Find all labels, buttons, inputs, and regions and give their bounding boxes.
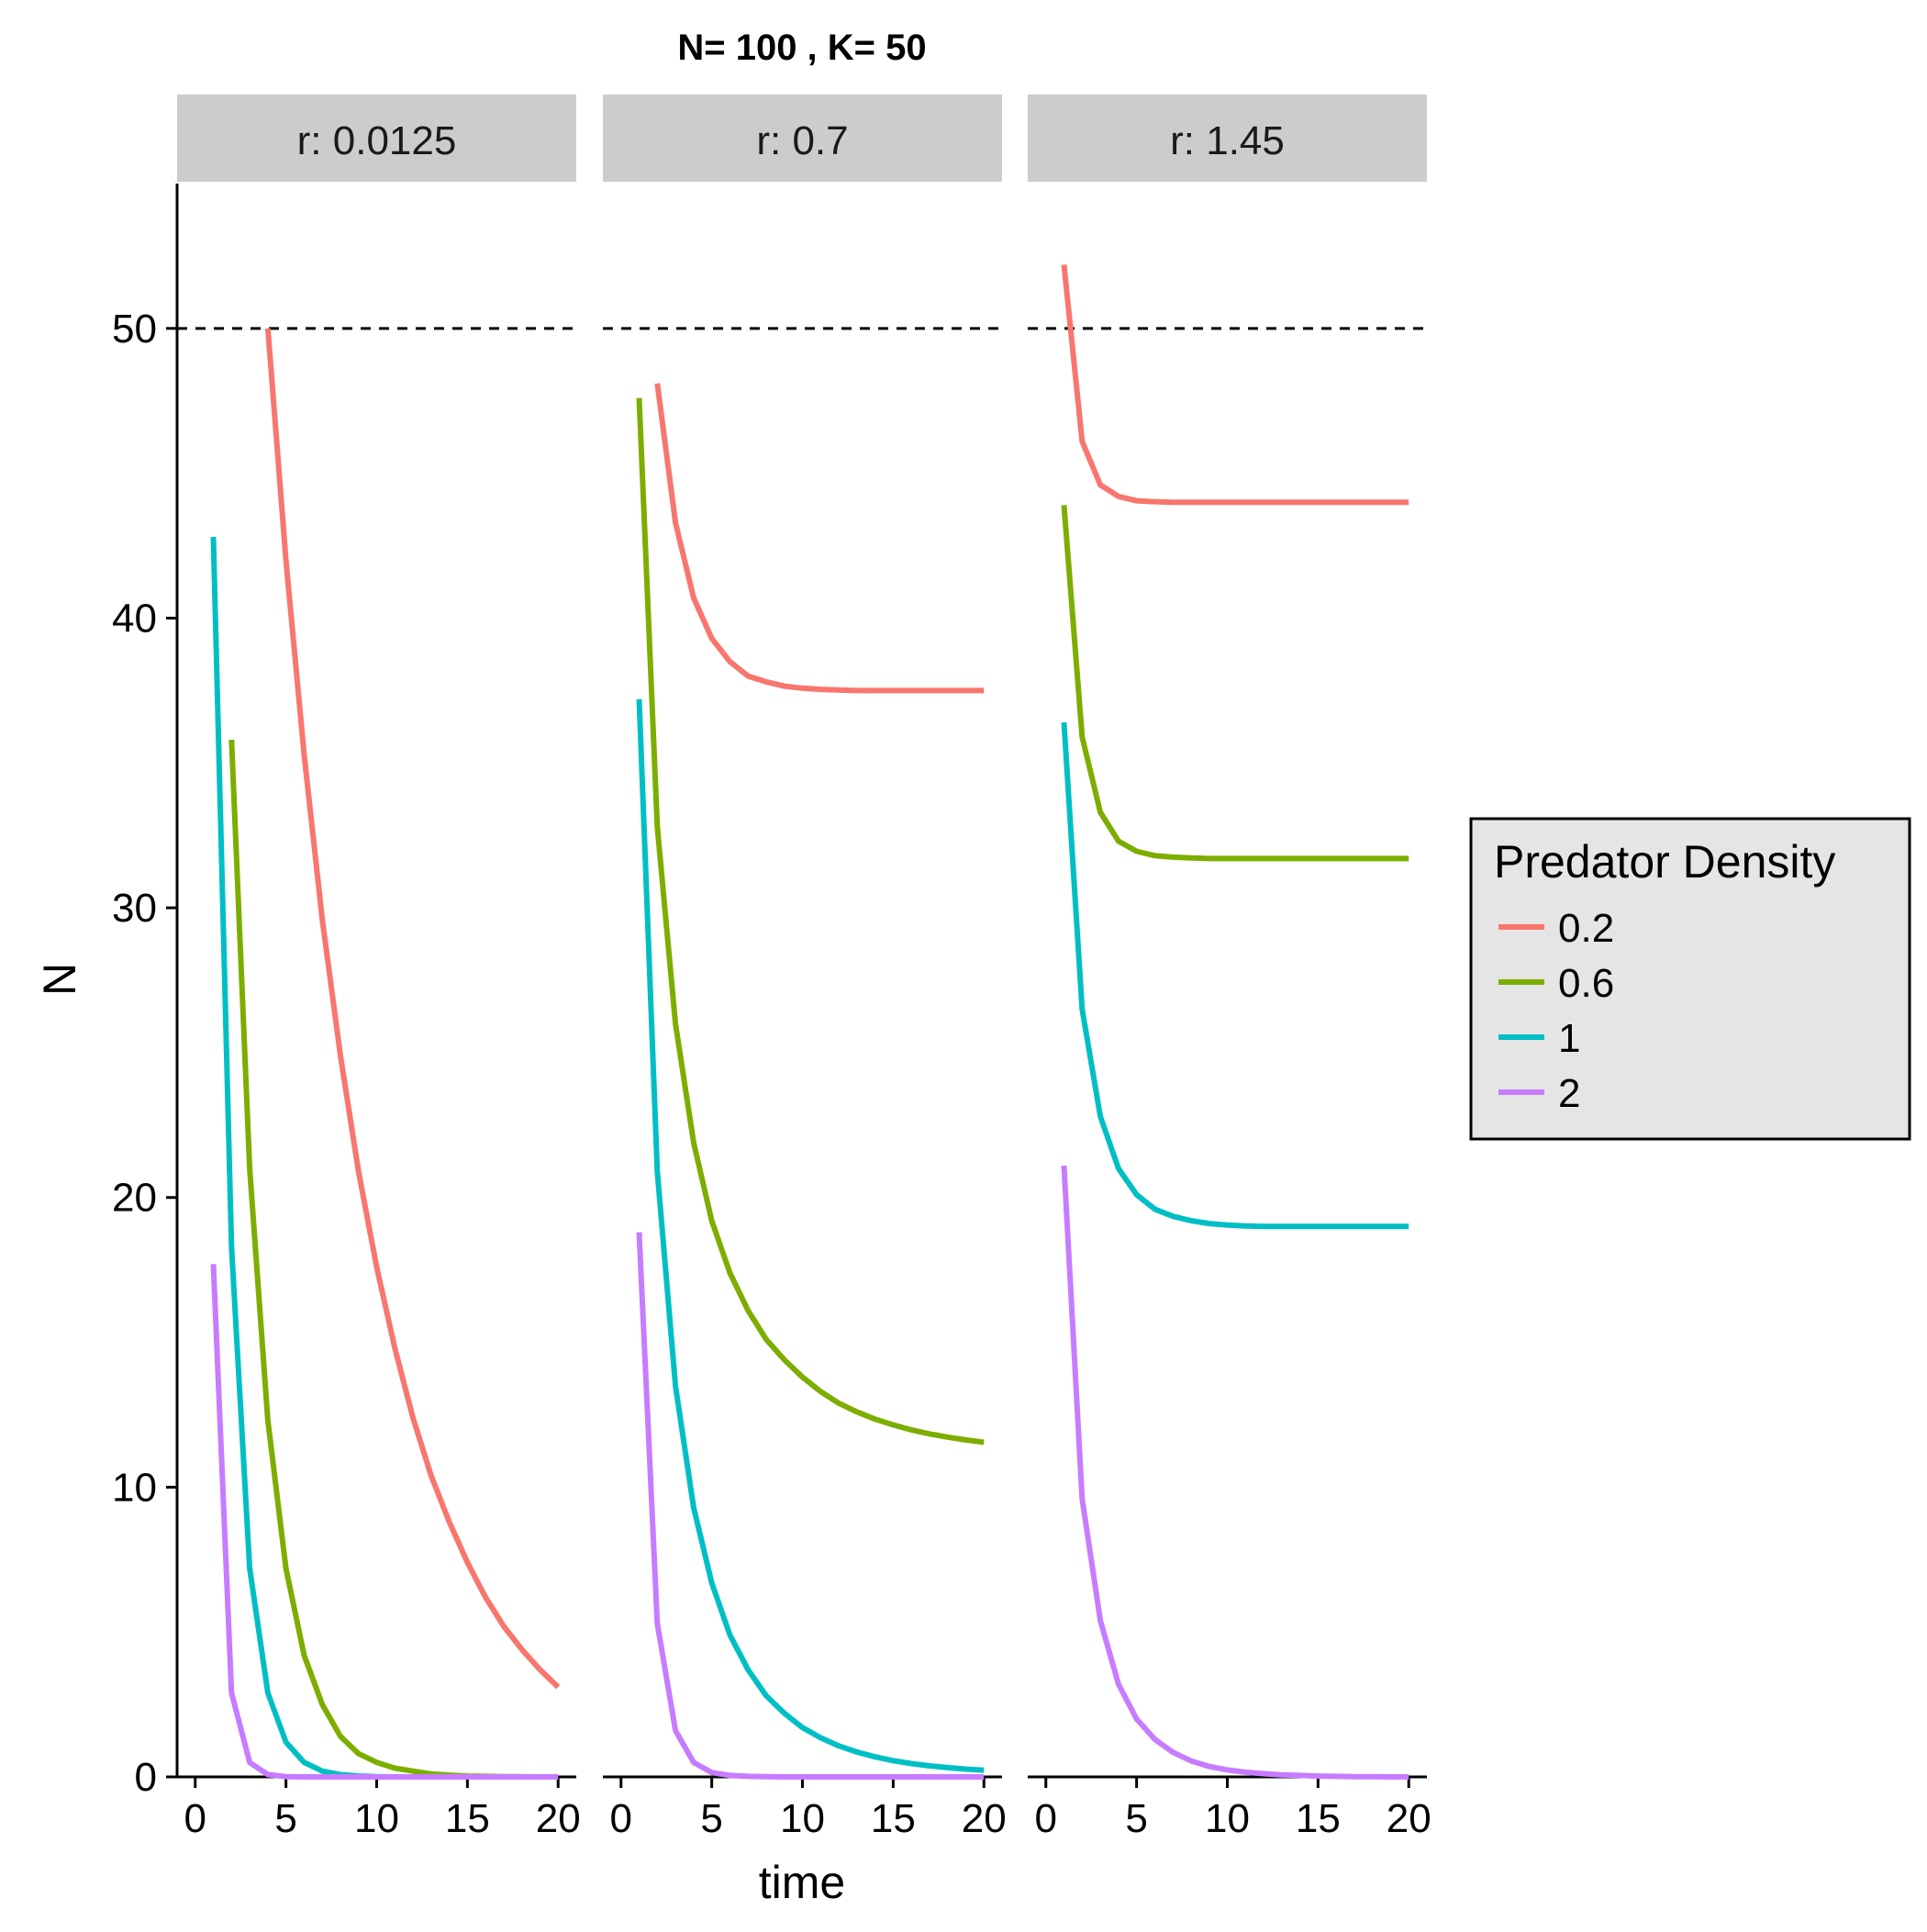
chart-title: N= 100 , K= 50 — [677, 28, 926, 68]
legend-box — [1469, 817, 1911, 1141]
y-tick-label: 40 — [112, 596, 157, 641]
y-tick-label: 30 — [112, 886, 157, 931]
facet-panel: r: 0.7 0 5 10 15 20 — [603, 95, 1007, 1841]
series-line-0-2 — [1061, 264, 1409, 506]
x-tick-label: 15 — [871, 1796, 916, 1841]
x-tick-label: 0 — [610, 1796, 632, 1841]
facet-panel: r: 1.45 0 5 10 15 20 — [1028, 95, 1431, 1841]
x-tick-label: 15 — [1296, 1796, 1341, 1841]
x-tick-label: 20 — [962, 1796, 1007, 1841]
x-tick-label: 5 — [1125, 1796, 1147, 1841]
y-tick-label: 0 — [135, 1755, 157, 1800]
facet-strip — [1028, 95, 1427, 182]
x-tick-label: 5 — [700, 1796, 722, 1841]
series-line-2 — [1061, 1165, 1409, 1780]
series-line-0-2 — [654, 383, 985, 694]
series-line-1 — [636, 698, 985, 1773]
facet-strip — [603, 95, 1002, 182]
x-tick-label: 0 — [184, 1796, 206, 1841]
x-axis-label: time — [759, 1857, 845, 1908]
series-line-2 — [210, 1264, 559, 1780]
legend-label: 0.2 — [1558, 906, 1614, 951]
legend-label: 1 — [1558, 1016, 1580, 1061]
series-line-1 — [1061, 721, 1409, 1230]
facet-strip-label: r: 0.0125 — [297, 118, 457, 163]
x-tick-label: 20 — [1387, 1796, 1431, 1841]
y-axis-label: N — [34, 963, 85, 996]
y-tick-label: 50 — [112, 307, 157, 352]
y-tick-label: 10 — [112, 1465, 157, 1510]
facet-strip-label: r: 0.7 — [756, 118, 848, 163]
x-tick-label: 10 — [354, 1796, 399, 1841]
x-tick-label: 20 — [536, 1796, 581, 1841]
x-tick-label: 10 — [780, 1796, 825, 1841]
x-tick-label: 10 — [1205, 1796, 1250, 1841]
series-line-2 — [636, 1232, 985, 1780]
series-line-0-6 — [636, 397, 985, 1446]
facet-strip-label: r: 1.45 — [1170, 118, 1285, 163]
legend-title: Predator Density — [1494, 836, 1835, 888]
facet-strip — [177, 95, 576, 182]
legend-label: 0.6 — [1558, 961, 1614, 1006]
series-line-0-2 — [264, 328, 561, 1690]
facet-panel: r: 0.0125 0 10 20 30 40 50 0 5 10 15 20 — [112, 95, 581, 1841]
legend: Predator Density 0.2 0.6 1 2 — [1469, 817, 1911, 1141]
x-tick-label: 15 — [445, 1796, 490, 1841]
x-tick-label: 0 — [1035, 1796, 1057, 1841]
y-tick-label: 20 — [112, 1176, 157, 1221]
legend-label: 2 — [1558, 1071, 1580, 1116]
x-tick-label: 5 — [274, 1796, 296, 1841]
series-line-0-6 — [1061, 505, 1409, 862]
legend-items: 0.2 0.6 1 2 — [1498, 906, 1614, 1116]
